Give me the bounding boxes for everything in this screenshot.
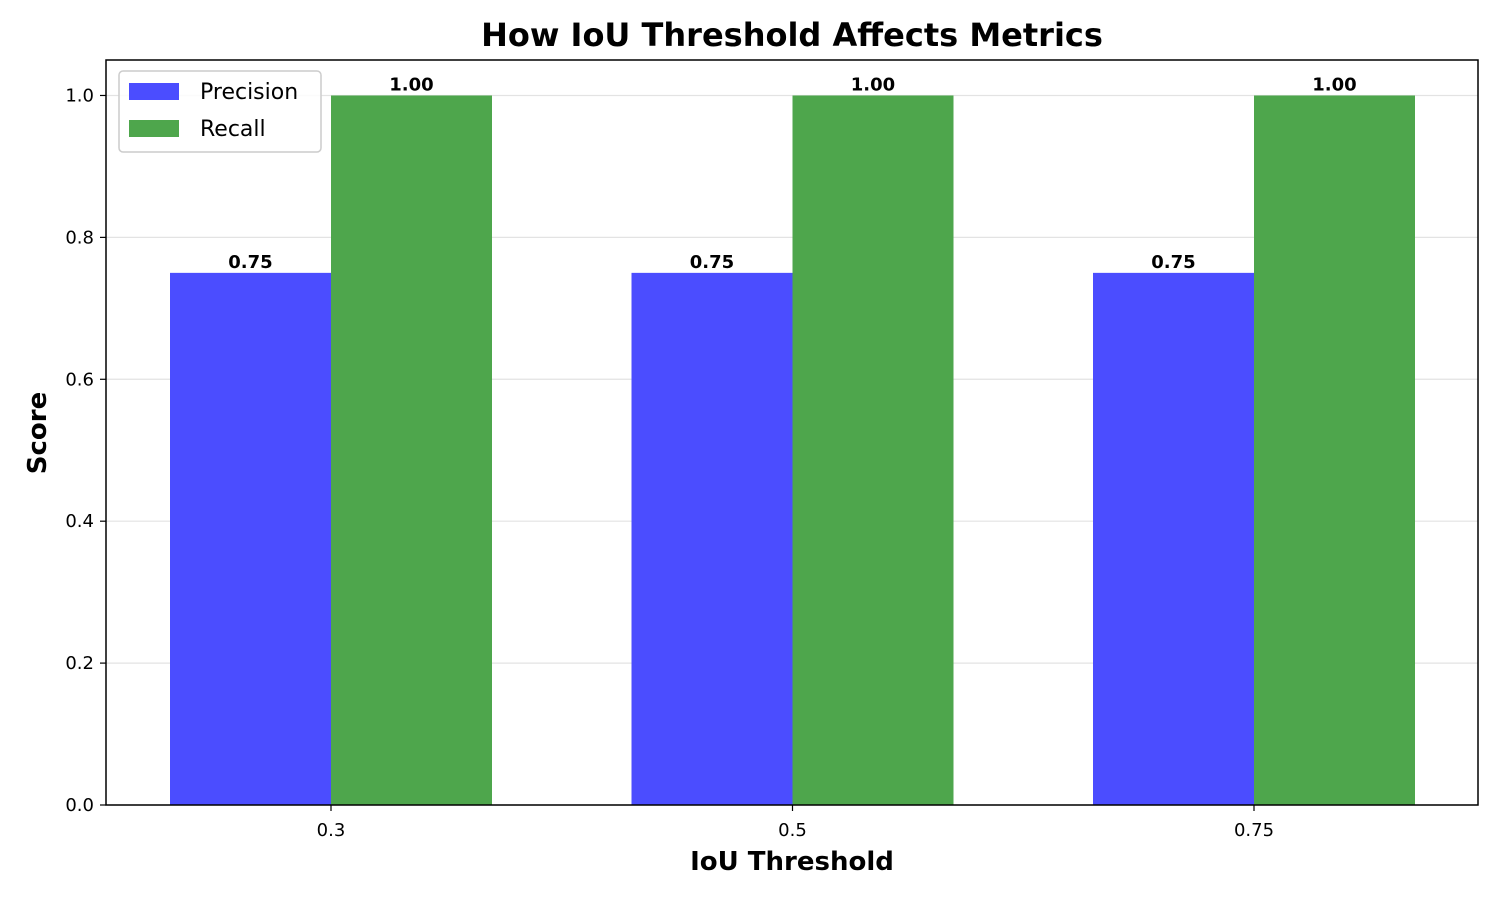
- y-tick-label: 0.8: [65, 227, 94, 248]
- y-tick-label: 0.4: [65, 511, 94, 532]
- data-label: 1.00: [851, 74, 895, 95]
- bar-precision-0.5: [631, 272, 793, 805]
- bar-recall-0.3: [331, 95, 492, 805]
- y-tick-label: 0.6: [65, 369, 94, 390]
- bar-precision-0.3: [170, 272, 331, 805]
- x-tick-label: 0.5: [778, 820, 807, 841]
- legend: Precision Recall: [118, 70, 322, 153]
- legend-swatch-recall: [129, 120, 179, 137]
- y-axis: 0.0 0.2 0.4 0.6 0.8 1.0: [65, 85, 106, 816]
- bars: [170, 95, 1415, 805]
- x-axis-label: IoU Threshold: [690, 847, 894, 877]
- y-tick-label: 1.0: [65, 85, 94, 106]
- data-label: 1.00: [1312, 74, 1356, 95]
- legend-label-recall: Recall: [200, 117, 266, 142]
- chart-title: How IoU Threshold Affects Metrics: [481, 16, 1103, 54]
- bar-recall-0.5: [792, 95, 954, 805]
- legend-swatch-precision: [129, 83, 179, 100]
- data-label: 1.00: [389, 74, 433, 95]
- y-tick-label: 0.0: [65, 795, 94, 816]
- x-tick-label: 0.3: [317, 820, 346, 841]
- y-axis-label: Score: [23, 392, 53, 474]
- bar-precision-0.75: [1093, 272, 1254, 805]
- x-tick-label: 0.75: [1234, 820, 1274, 841]
- data-label: 0.75: [690, 252, 734, 273]
- data-labels: 0.75 0.75 0.75 1.00 1.00 1.00: [228, 74, 1356, 272]
- x-axis: 0.3 0.5 0.75: [317, 805, 1274, 841]
- y-tick-label: 0.2: [65, 653, 94, 674]
- bar-recall-0.75: [1254, 95, 1415, 805]
- legend-label-precision: Precision: [200, 80, 298, 105]
- data-label: 0.75: [228, 252, 272, 273]
- data-label: 0.75: [1151, 252, 1195, 273]
